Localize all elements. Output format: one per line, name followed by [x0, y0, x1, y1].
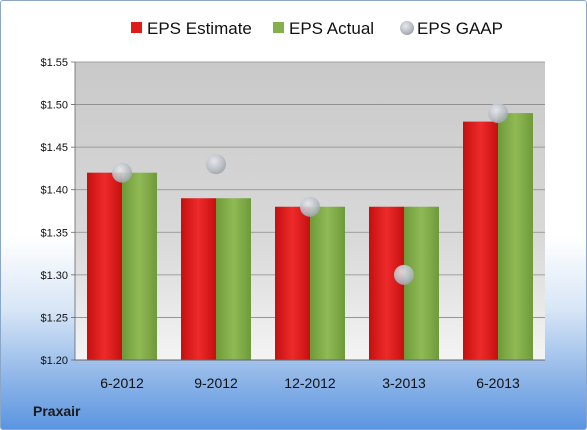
point-eps-gaap	[394, 264, 414, 285]
x-tick-label: 3-2013	[382, 375, 426, 391]
y-tick-label: $1.50	[40, 100, 68, 112]
point-eps-gaap	[300, 196, 320, 217]
bar-eps-estimate	[181, 198, 216, 360]
y-tick-label: $1.40	[40, 185, 68, 197]
x-tick-label: 12-2012	[284, 375, 336, 391]
point-eps-gaap	[488, 103, 508, 124]
bars	[87, 113, 533, 360]
point-eps-gaap	[206, 154, 226, 175]
gaap-points	[112, 103, 508, 285]
legend-swatch	[273, 22, 284, 33]
x-tick-label: 9-2012	[194, 375, 238, 391]
y-tick-label: $1.55	[40, 57, 68, 69]
y-tick-label: $1.35	[40, 227, 68, 239]
legend: EPS Estimate EPS Actual EPS GAAP	[131, 19, 503, 38]
legend-swatch	[400, 21, 414, 35]
y-tick-label: $1.25	[40, 312, 68, 324]
legend-label: EPS Actual	[289, 19, 374, 38]
legend-label: EPS Estimate	[147, 19, 252, 38]
x-tick-label: 6-2012	[100, 375, 144, 391]
company-name: Praxair	[33, 403, 81, 419]
y-tick-label: $1.20	[40, 355, 68, 367]
bar-eps-actual	[216, 198, 251, 360]
bar-eps-actual	[404, 206, 439, 360]
x-tick-label: 6-2013	[476, 375, 520, 391]
point-eps-gaap	[112, 162, 132, 183]
bar-eps-actual	[310, 206, 345, 360]
bar-eps-estimate	[275, 206, 310, 360]
bar-eps-estimate	[463, 121, 498, 360]
legend-label: EPS GAAP	[417, 19, 503, 38]
bar-eps-actual	[122, 172, 157, 360]
y-tick-label: $1.30	[40, 270, 68, 282]
bar-eps-actual	[498, 113, 533, 360]
bar-eps-estimate	[87, 172, 122, 360]
y-axis: $1.20 $1.25 $1.30 $1.35 $1.40 $1.45 $1.50 $1.55	[40, 57, 76, 367]
y-tick-label: $1.45	[40, 142, 68, 154]
x-axis: 6-2012 9-2012 12-2012 3-2013 6-2013	[75, 359, 545, 391]
bar-eps-estimate	[369, 206, 404, 360]
legend-swatch	[131, 22, 142, 33]
